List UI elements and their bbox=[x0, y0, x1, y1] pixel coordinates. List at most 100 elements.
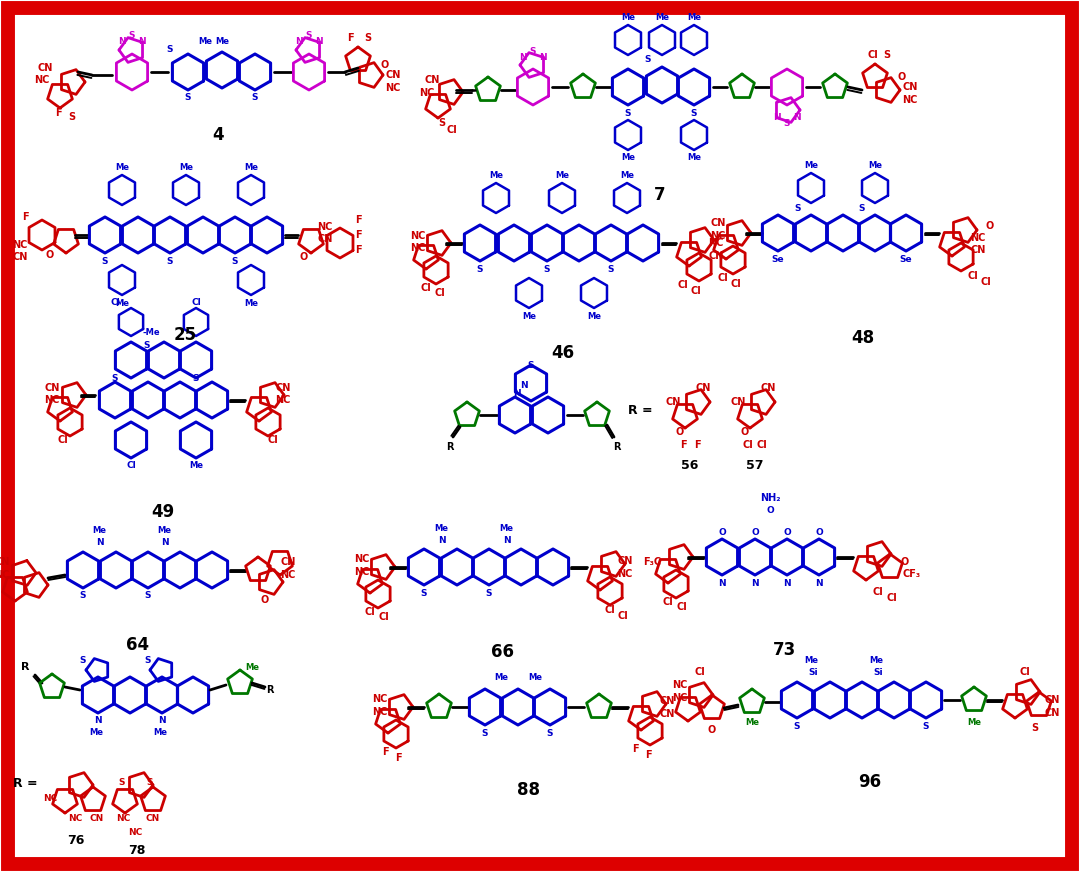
Text: S: S bbox=[147, 778, 153, 787]
Text: NC: NC bbox=[618, 569, 633, 579]
Text: Cl: Cl bbox=[1020, 667, 1030, 677]
Text: N: N bbox=[161, 537, 168, 547]
Text: S: S bbox=[691, 108, 698, 118]
Text: NC: NC bbox=[44, 395, 59, 405]
Text: CF₃: CF₃ bbox=[903, 569, 921, 579]
Text: N: N bbox=[315, 37, 323, 46]
Text: 64: 64 bbox=[126, 636, 149, 654]
Text: S: S bbox=[119, 778, 125, 787]
Text: NC: NC bbox=[711, 231, 726, 241]
Text: Cl: Cl bbox=[605, 605, 616, 615]
Text: CN: CN bbox=[902, 82, 918, 92]
Text: 46: 46 bbox=[552, 344, 575, 362]
Text: Me: Me bbox=[489, 171, 503, 180]
Text: Me: Me bbox=[198, 37, 212, 46]
Text: S: S bbox=[80, 656, 86, 664]
Text: O: O bbox=[897, 72, 906, 82]
Text: 96: 96 bbox=[859, 773, 881, 791]
Text: Si: Si bbox=[874, 667, 882, 677]
Text: N: N bbox=[503, 535, 511, 544]
Text: N: N bbox=[295, 37, 302, 46]
Text: CN: CN bbox=[696, 383, 711, 393]
Text: S: S bbox=[232, 256, 239, 265]
Text: Me: Me bbox=[745, 718, 759, 726]
Text: F: F bbox=[381, 747, 389, 757]
Text: F: F bbox=[354, 230, 362, 240]
Text: Cl: Cl bbox=[191, 297, 201, 306]
Text: F: F bbox=[347, 33, 353, 43]
Text: 57: 57 bbox=[746, 459, 764, 472]
Text: F: F bbox=[354, 215, 362, 225]
Text: NC: NC bbox=[410, 231, 426, 241]
Text: Cl: Cl bbox=[694, 667, 705, 677]
Text: S: S bbox=[129, 31, 135, 40]
Text: O: O bbox=[783, 528, 791, 536]
Text: F: F bbox=[394, 753, 402, 763]
Text: NC: NC bbox=[673, 680, 688, 690]
Text: O: O bbox=[45, 250, 54, 260]
Text: CN: CN bbox=[970, 245, 986, 255]
Text: CN: CN bbox=[0, 557, 10, 567]
Text: Si: Si bbox=[808, 667, 818, 677]
Text: Cl: Cl bbox=[867, 50, 878, 60]
Text: Me: Me bbox=[967, 718, 981, 726]
Text: Me: Me bbox=[434, 523, 448, 533]
Text: NC: NC bbox=[127, 828, 143, 836]
Text: NC: NC bbox=[354, 554, 369, 564]
Text: F: F bbox=[632, 744, 638, 754]
Text: N: N bbox=[138, 37, 146, 46]
Text: S: S bbox=[166, 45, 173, 54]
Text: S: S bbox=[645, 56, 651, 65]
Text: NC: NC bbox=[373, 707, 388, 717]
Text: F: F bbox=[55, 108, 62, 118]
Text: N: N bbox=[118, 37, 125, 46]
Text: N: N bbox=[718, 578, 726, 588]
Text: Me: Me bbox=[245, 663, 259, 671]
Text: CN: CN bbox=[1044, 695, 1059, 705]
Text: CN: CN bbox=[424, 75, 440, 85]
Text: CN: CN bbox=[760, 383, 775, 393]
Text: Me: Me bbox=[179, 162, 193, 172]
Text: Cl: Cl bbox=[420, 283, 431, 293]
Text: Cl: Cl bbox=[434, 288, 445, 298]
Text: 48: 48 bbox=[851, 329, 875, 347]
Text: 66: 66 bbox=[490, 643, 513, 661]
Text: O: O bbox=[676, 427, 684, 437]
Text: S: S bbox=[1031, 723, 1039, 733]
Text: Cl: Cl bbox=[743, 440, 754, 450]
Text: S: S bbox=[438, 118, 446, 128]
Text: N: N bbox=[815, 578, 823, 588]
Text: Me: Me bbox=[804, 160, 818, 169]
Text: NC: NC bbox=[970, 233, 986, 243]
Text: O: O bbox=[707, 725, 716, 735]
Text: Me: Me bbox=[114, 162, 129, 172]
Text: S: S bbox=[185, 93, 191, 103]
Text: 56: 56 bbox=[681, 459, 699, 472]
Text: Me: Me bbox=[621, 153, 635, 162]
Text: S: S bbox=[306, 31, 312, 40]
Text: S: S bbox=[166, 256, 173, 265]
Text: Me: Me bbox=[215, 37, 229, 46]
Text: S: S bbox=[111, 373, 118, 383]
Text: Cl: Cl bbox=[731, 279, 741, 289]
Text: Me: Me bbox=[244, 162, 258, 172]
Text: Me: Me bbox=[555, 171, 569, 180]
Text: F: F bbox=[679, 440, 686, 450]
Text: S: S bbox=[421, 589, 428, 597]
Text: S: S bbox=[546, 728, 553, 738]
Text: CN: CN bbox=[318, 234, 333, 244]
Text: R: R bbox=[446, 442, 454, 452]
Text: Cl: Cl bbox=[873, 587, 883, 597]
Text: O: O bbox=[741, 427, 750, 437]
Text: Me: Me bbox=[528, 672, 542, 682]
Text: F: F bbox=[645, 750, 651, 760]
Text: O: O bbox=[751, 528, 759, 536]
Text: NC: NC bbox=[673, 693, 688, 703]
Text: CN: CN bbox=[38, 63, 53, 73]
Text: CN: CN bbox=[90, 814, 104, 822]
Text: NC: NC bbox=[386, 83, 401, 93]
Text: 76: 76 bbox=[67, 834, 84, 847]
Text: S: S bbox=[530, 46, 537, 56]
Text: NH₂: NH₂ bbox=[759, 493, 780, 503]
Text: O: O bbox=[815, 528, 823, 536]
